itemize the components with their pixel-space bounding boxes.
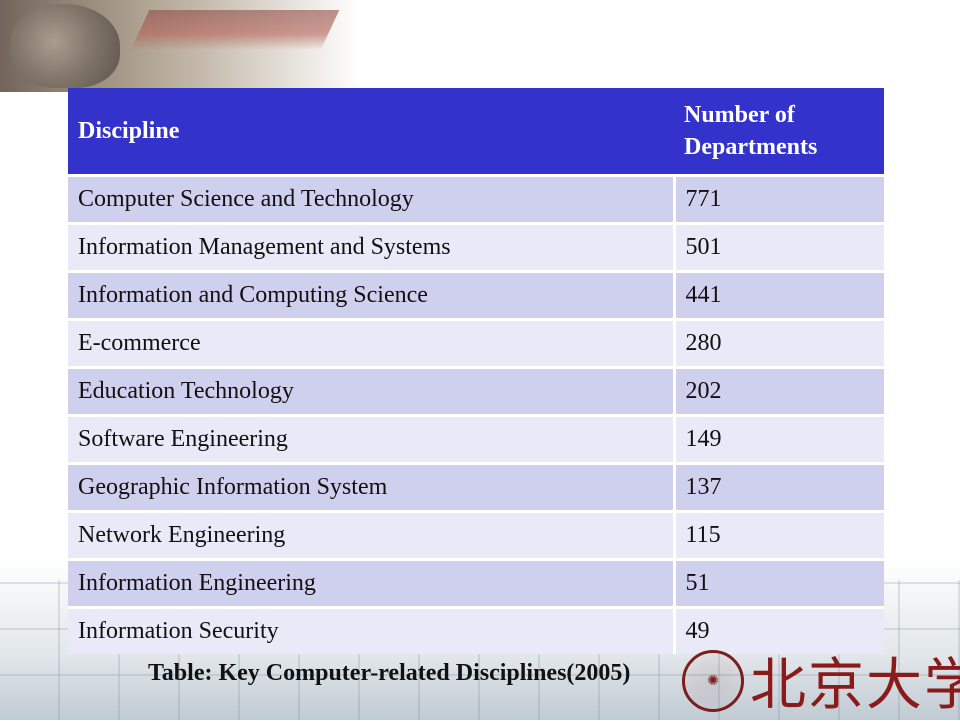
table-row: Information Security 49 [68, 606, 884, 654]
department-count-cell: 49 [672, 606, 884, 654]
discipline-cell: Network Engineering [68, 510, 674, 560]
discipline-cell: Computer Science and Technology [68, 174, 674, 224]
discipline-cell: Geographic Information System [68, 462, 674, 512]
table-row: Network Engineering 115 [68, 510, 884, 560]
table-row: E-commerce 280 [68, 318, 884, 368]
discipline-cell: Information Management and Systems [68, 222, 674, 272]
disciplines-table: Discipline Number of Departments Compute… [68, 88, 884, 654]
department-count-cell: 501 [672, 222, 884, 272]
department-count-cell: 137 [672, 462, 884, 512]
university-logo-text: 北京大学 [750, 653, 960, 718]
peking-university-seal-icon: ✺ [682, 650, 744, 712]
table-row: Software Engineering 149 [68, 414, 884, 464]
campus-photo-decoration [0, 0, 360, 92]
department-count-cell: 771 [672, 174, 884, 224]
discipline-cell: Software Engineering [68, 414, 674, 464]
discipline-cell: Information and Computing Science [68, 270, 674, 320]
department-count-cell: 202 [672, 366, 884, 416]
department-count-cell: 115 [672, 510, 884, 560]
table-row: Information and Computing Science 441 [68, 270, 884, 320]
table-row: Information Engineering 51 [68, 558, 884, 608]
table-row: Geographic Information System 137 [68, 462, 884, 512]
seal-mark: ✺ [707, 673, 719, 689]
table-row: Computer Science and Technology 771 [68, 174, 884, 224]
table-row: Education Technology 202 [68, 366, 884, 416]
table-caption: Table: Key Computer-related Disciplines(… [148, 660, 631, 686]
department-count-cell: 280 [672, 318, 884, 368]
table-header-row: Discipline Number of Departments [68, 88, 884, 176]
department-count-cell: 441 [672, 270, 884, 320]
discipline-cell: Education Technology [68, 366, 674, 416]
discipline-cell: Information Security [68, 606, 674, 654]
header-number-of-departments: Number of Departments [674, 88, 884, 176]
discipline-cell: E-commerce [68, 318, 674, 368]
header-discipline: Discipline [68, 88, 674, 176]
gate-roof-image [130, 10, 340, 50]
table-row: Information Management and Systems 501 [68, 222, 884, 272]
department-count-cell: 51 [672, 558, 884, 608]
discipline-cell: Information Engineering [68, 558, 674, 608]
stone-lion-image [10, 4, 120, 88]
department-count-cell: 149 [672, 414, 884, 464]
